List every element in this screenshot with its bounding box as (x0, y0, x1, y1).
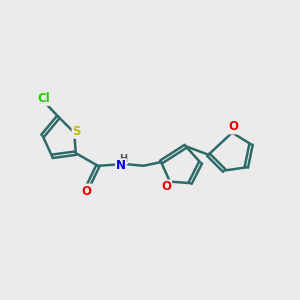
Text: H: H (119, 154, 127, 164)
Text: O: O (228, 120, 239, 134)
Text: N: N (116, 159, 126, 172)
Text: Cl: Cl (37, 92, 50, 105)
Text: O: O (82, 184, 92, 198)
Text: S: S (73, 125, 81, 138)
Text: O: O (161, 180, 171, 194)
